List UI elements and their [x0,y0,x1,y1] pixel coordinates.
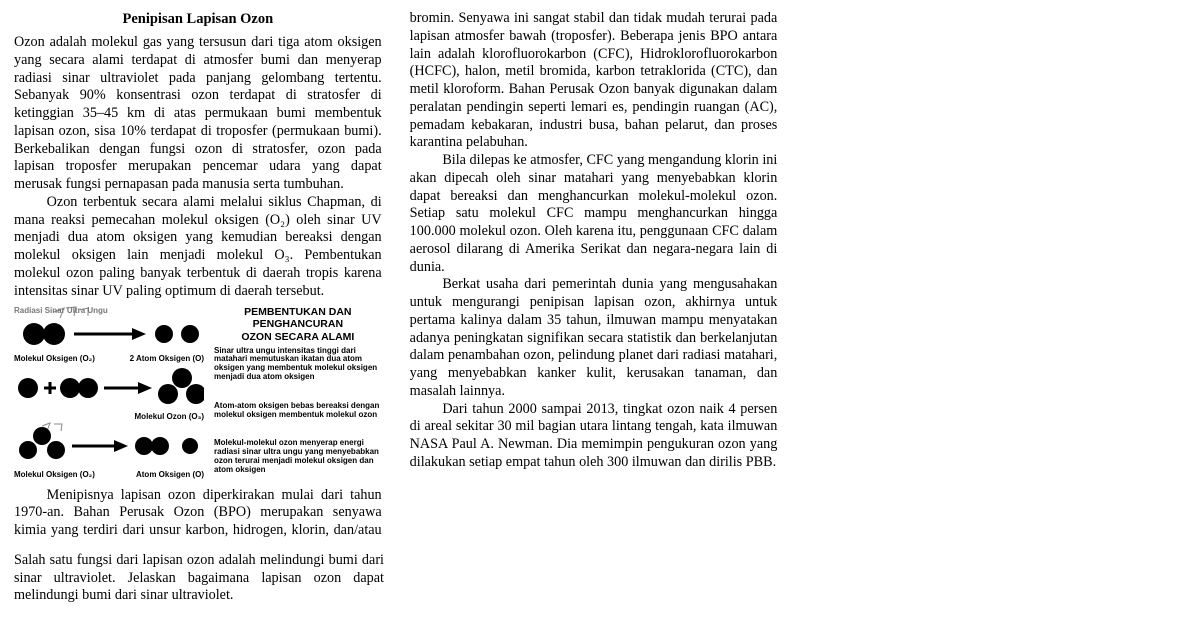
paragraph-5: Berkat usaha dari pemerintah dunia yang … [410,276,778,400]
article-title: Penipisan Lapisan Ozon [14,10,382,28]
figure-title: PEMBENTUKAN DAN PENGHANCURAN OZON SECARA… [214,306,382,342]
diagram-captions: PEMBENTUKAN DAN PENGHANCURAN OZON SECARA… [214,306,382,480]
caption-2: Atom-atom oksigen bebas bereaksi dengan … [214,402,382,420]
row3-right-label: Atom Oksigen (O) [136,470,204,480]
row1-right-label: 2 Atom Oksigen (O) [130,354,204,364]
paragraph-2: Ozon terbentuk secara alami melalui sikl… [14,194,382,301]
question-text: Salah satu fungsi dari lapisan ozon adal… [14,552,384,605]
row2-label: Molekul Ozon (O₃) [135,412,204,422]
diagram-graphics: Radiasi Sinar Ultra Ungu [14,306,204,480]
page: Penipisan Lapisan Ozon Ozon adalah molek… [0,0,1187,619]
ozone-diagram: Radiasi Sinar Ultra Ungu [14,306,382,480]
diagram-row-3: Molekul Oksigen (O₂) Atom Oksigen (O) [14,422,204,480]
paragraph-6: Dari tahun 2000 sampai 2013, tingkat ozo… [410,401,778,472]
figure-title-line1: PEMBENTUKAN DAN [244,306,351,318]
caption-1: Sinar ultra ungu intensitas tinggi dari … [214,347,382,382]
text-columns: Penipisan Lapisan Ozon Ozon adalah molek… [14,10,1173,540]
paragraph-1: Ozon adalah molekul gas yang tersusun da… [14,34,382,194]
row1-left-label: Molekul Oksigen (O₂) [14,354,95,364]
figure-title-line2: PENGHANCURAN [253,318,343,330]
figure-title-line3: OZON SECARA ALAMI [241,331,354,343]
caption-3: Molekul-molekul ozon menyerap energi rad… [214,439,382,474]
row3-left-label: Molekul Oksigen (O₂) [14,470,95,480]
diagram-svg-2 [14,364,204,408]
paragraph-4: Bila dilepas ke atmosfer, CFC yang menga… [410,152,778,276]
uv-label: Radiasi Sinar Ultra Ungu [14,306,108,316]
diagram-row-2: Molekul Ozon (O₃) [14,364,204,422]
diagram-svg-3 [14,422,204,466]
diagram-row-1: Radiasi Sinar Ultra Ungu [14,306,204,364]
